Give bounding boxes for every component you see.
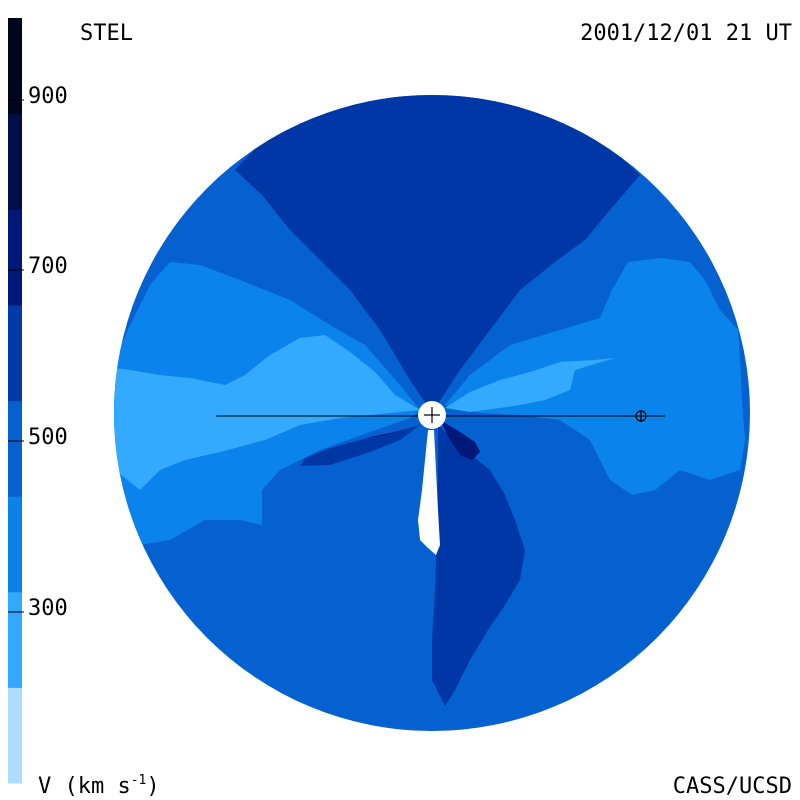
colorbar-segment	[8, 496, 22, 593]
sun-icon	[418, 401, 446, 429]
colorbar-segment	[8, 304, 22, 402]
source-label: STEL	[80, 21, 133, 46]
region-no-data	[418, 430, 440, 555]
region-pale-blue-right	[445, 358, 615, 412]
colorbar-segment	[8, 113, 22, 210]
region-dark-navy-right	[440, 420, 480, 460]
earth-icon	[635, 410, 647, 422]
colorbar-segment	[8, 400, 22, 497]
region-deep-blue-top	[235, 95, 640, 413]
colorbar-segment	[8, 687, 22, 784]
colorbar-title-text: V (km s	[38, 774, 131, 799]
velocity-disc	[114, 95, 750, 731]
colorbar-tick-label: 500	[28, 425, 68, 450]
colorbar-ticks: 900 700 500 300	[8, 84, 68, 621]
region-dark-navy-left	[300, 425, 420, 466]
timestamp-label: 2001/12/01 21 UT	[580, 21, 792, 46]
colorbar-segment	[8, 591, 22, 688]
region-pale-blue-left	[114, 335, 420, 490]
colorbar-tick-label: 700	[28, 254, 68, 279]
credit-label: CASS/UCSD	[673, 774, 792, 799]
colorbar	[8, 18, 22, 784]
colorbar-title-close: )	[146, 774, 159, 799]
colorbar-title-exponent: -1	[131, 773, 147, 788]
colorbar-segment	[8, 209, 22, 306]
colorbar-title: V (km s-1)	[38, 773, 160, 799]
region-light-blue-right	[445, 258, 745, 495]
colorbar-tick-label: 300	[28, 596, 68, 621]
colorbar-segment	[8, 18, 22, 115]
colorbar-tick-label: 900	[28, 84, 68, 109]
region-deep-blue-bottom	[432, 425, 525, 706]
